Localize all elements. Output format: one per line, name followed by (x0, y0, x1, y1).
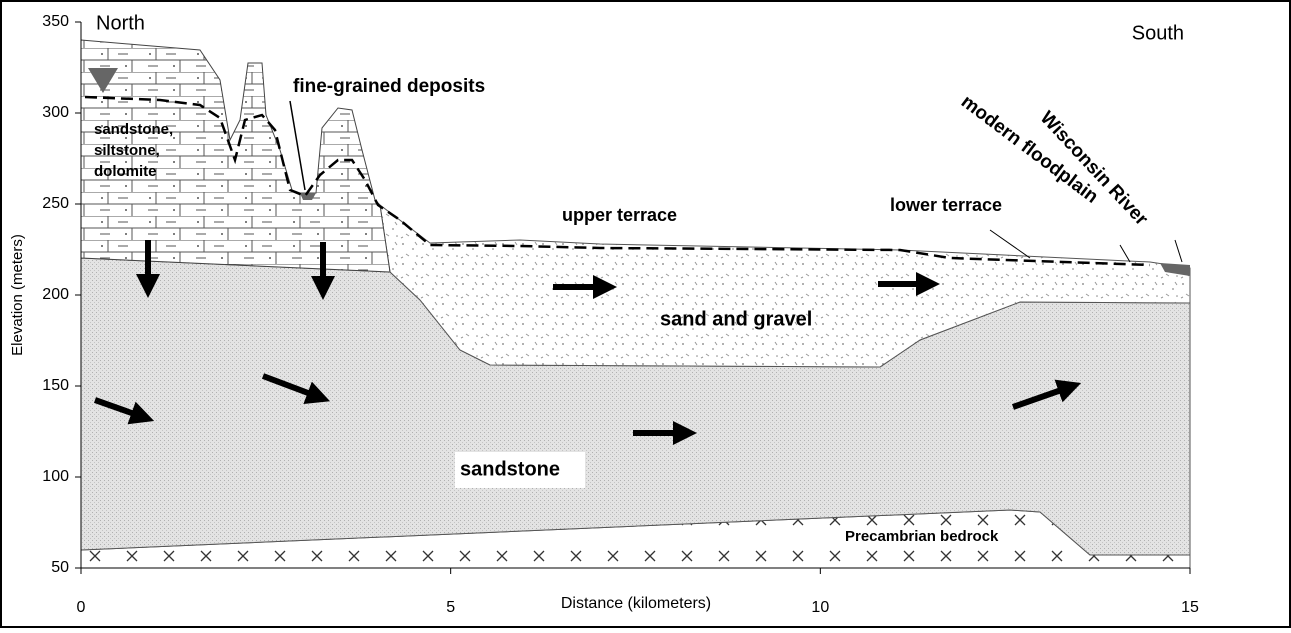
sand-gravel-label: sand and gravel (660, 308, 812, 330)
north-label: North (96, 12, 145, 34)
x-tick-label: 15 (1181, 599, 1199, 616)
leader-line (289, 100, 306, 191)
x-tick-label: 0 (77, 599, 86, 616)
y-tick-label: 350 (42, 13, 69, 30)
y-tick-label: 200 (42, 286, 69, 303)
sandstone-label: sandstone (460, 458, 560, 480)
lower-terrace-label: lower terrace (890, 195, 1002, 215)
sand-gravel-unit (379, 203, 1191, 368)
y-tick-label: 300 (42, 104, 69, 121)
y-tick-label: 250 (42, 195, 69, 212)
x-axis-title: Distance (kilometers) (561, 595, 711, 612)
upper-terrace-label: upper terrace (562, 205, 677, 225)
precambrian-label: Precambrian bedrock (845, 528, 999, 545)
y-tick-label: 50 (51, 559, 69, 576)
y-tick-label: 100 (42, 468, 69, 485)
fine-deposit (300, 193, 316, 200)
water-table (84, 95, 1151, 267)
flow-arrow (261, 373, 331, 405)
upper-bedrock-label: sandstone, siltstone, dolomite (94, 121, 173, 180)
flow-arrow (93, 397, 155, 425)
label-box (455, 452, 585, 488)
leader-line (989, 229, 1183, 263)
x-tick-label: 10 (811, 599, 829, 616)
south-label: South (1132, 22, 1184, 44)
river-water (1160, 263, 1190, 276)
y-axis-title: Elevation (meters) (9, 234, 26, 356)
fine-deposits-label: fine-grained deposits (293, 76, 485, 97)
flow-arrow (1012, 379, 1082, 410)
water-table-symbol (88, 68, 118, 93)
y-tick-label: 150 (42, 377, 69, 394)
flow-arrows (93, 240, 1082, 445)
x-tick-label: 5 (446, 599, 455, 616)
